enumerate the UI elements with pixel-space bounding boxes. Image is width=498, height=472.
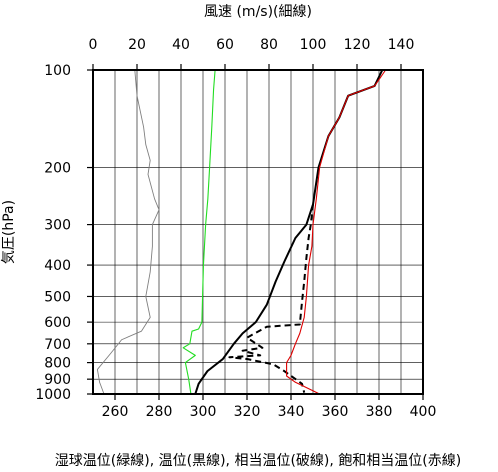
y-tick-label: 300 — [44, 218, 71, 234]
series-layer — [96, 69, 387, 395]
series-line-theta-w — [182, 69, 216, 395]
chart-title: 風速 (m/s)(細線) — [204, 4, 312, 20]
y-axis-label: 気圧(hPa) — [1, 200, 17, 264]
y-tick-label: 200 — [44, 161, 71, 177]
x-bottom-tick-label: 320 — [234, 404, 261, 420]
x-top-tick-label: 60 — [216, 37, 234, 53]
y-tick-label: 1000 — [35, 387, 71, 403]
x-top-tick-label: 20 — [128, 37, 146, 53]
series-line-theta-e — [228, 204, 314, 393]
x-top-tick-label: 140 — [388, 37, 415, 53]
y-tick-label: 600 — [44, 315, 71, 331]
grid — [92, 69, 424, 395]
y-tick-label: 100 — [44, 63, 71, 79]
x-top-tick-label: 100 — [300, 37, 327, 53]
y-tick-label: 400 — [44, 258, 71, 274]
x-top-tick-label: 120 — [344, 37, 371, 53]
x-bottom-tick-label: 300 — [190, 404, 217, 420]
y-tick-label: 900 — [44, 372, 71, 388]
series-line-theta — [194, 69, 384, 395]
x-bottom-tick-label: 280 — [146, 404, 173, 420]
plot-frame — [92, 69, 424, 395]
y-tick-label: 500 — [44, 289, 71, 305]
x-axis-label: 湿球温位(緑線), 温位(黒線), 相当温位(破線), 飽和相当温位(赤線) — [55, 452, 461, 469]
series-line-wind — [96, 69, 160, 395]
x-bottom-tick-label: 400 — [410, 404, 437, 420]
x-top-tick-label: 0 — [89, 37, 98, 53]
y-tick-label: 800 — [44, 356, 71, 372]
series-line-theta-es — [286, 69, 387, 395]
x-top-tick-label: 80 — [260, 37, 278, 53]
x-bottom-tick-label: 380 — [366, 404, 393, 420]
x-bottom-tick-label: 360 — [322, 404, 349, 420]
ticks-layer: 260 280 300 320 340 360 380 400 0 20 40 60 80 100 120 1… — [35, 37, 436, 420]
x-bottom-tick-label: 340 — [278, 404, 305, 420]
x-bottom-tick-label: 260 — [102, 404, 129, 420]
x-top-tick-label: 40 — [172, 37, 190, 53]
y-tick-label: 700 — [44, 337, 71, 353]
